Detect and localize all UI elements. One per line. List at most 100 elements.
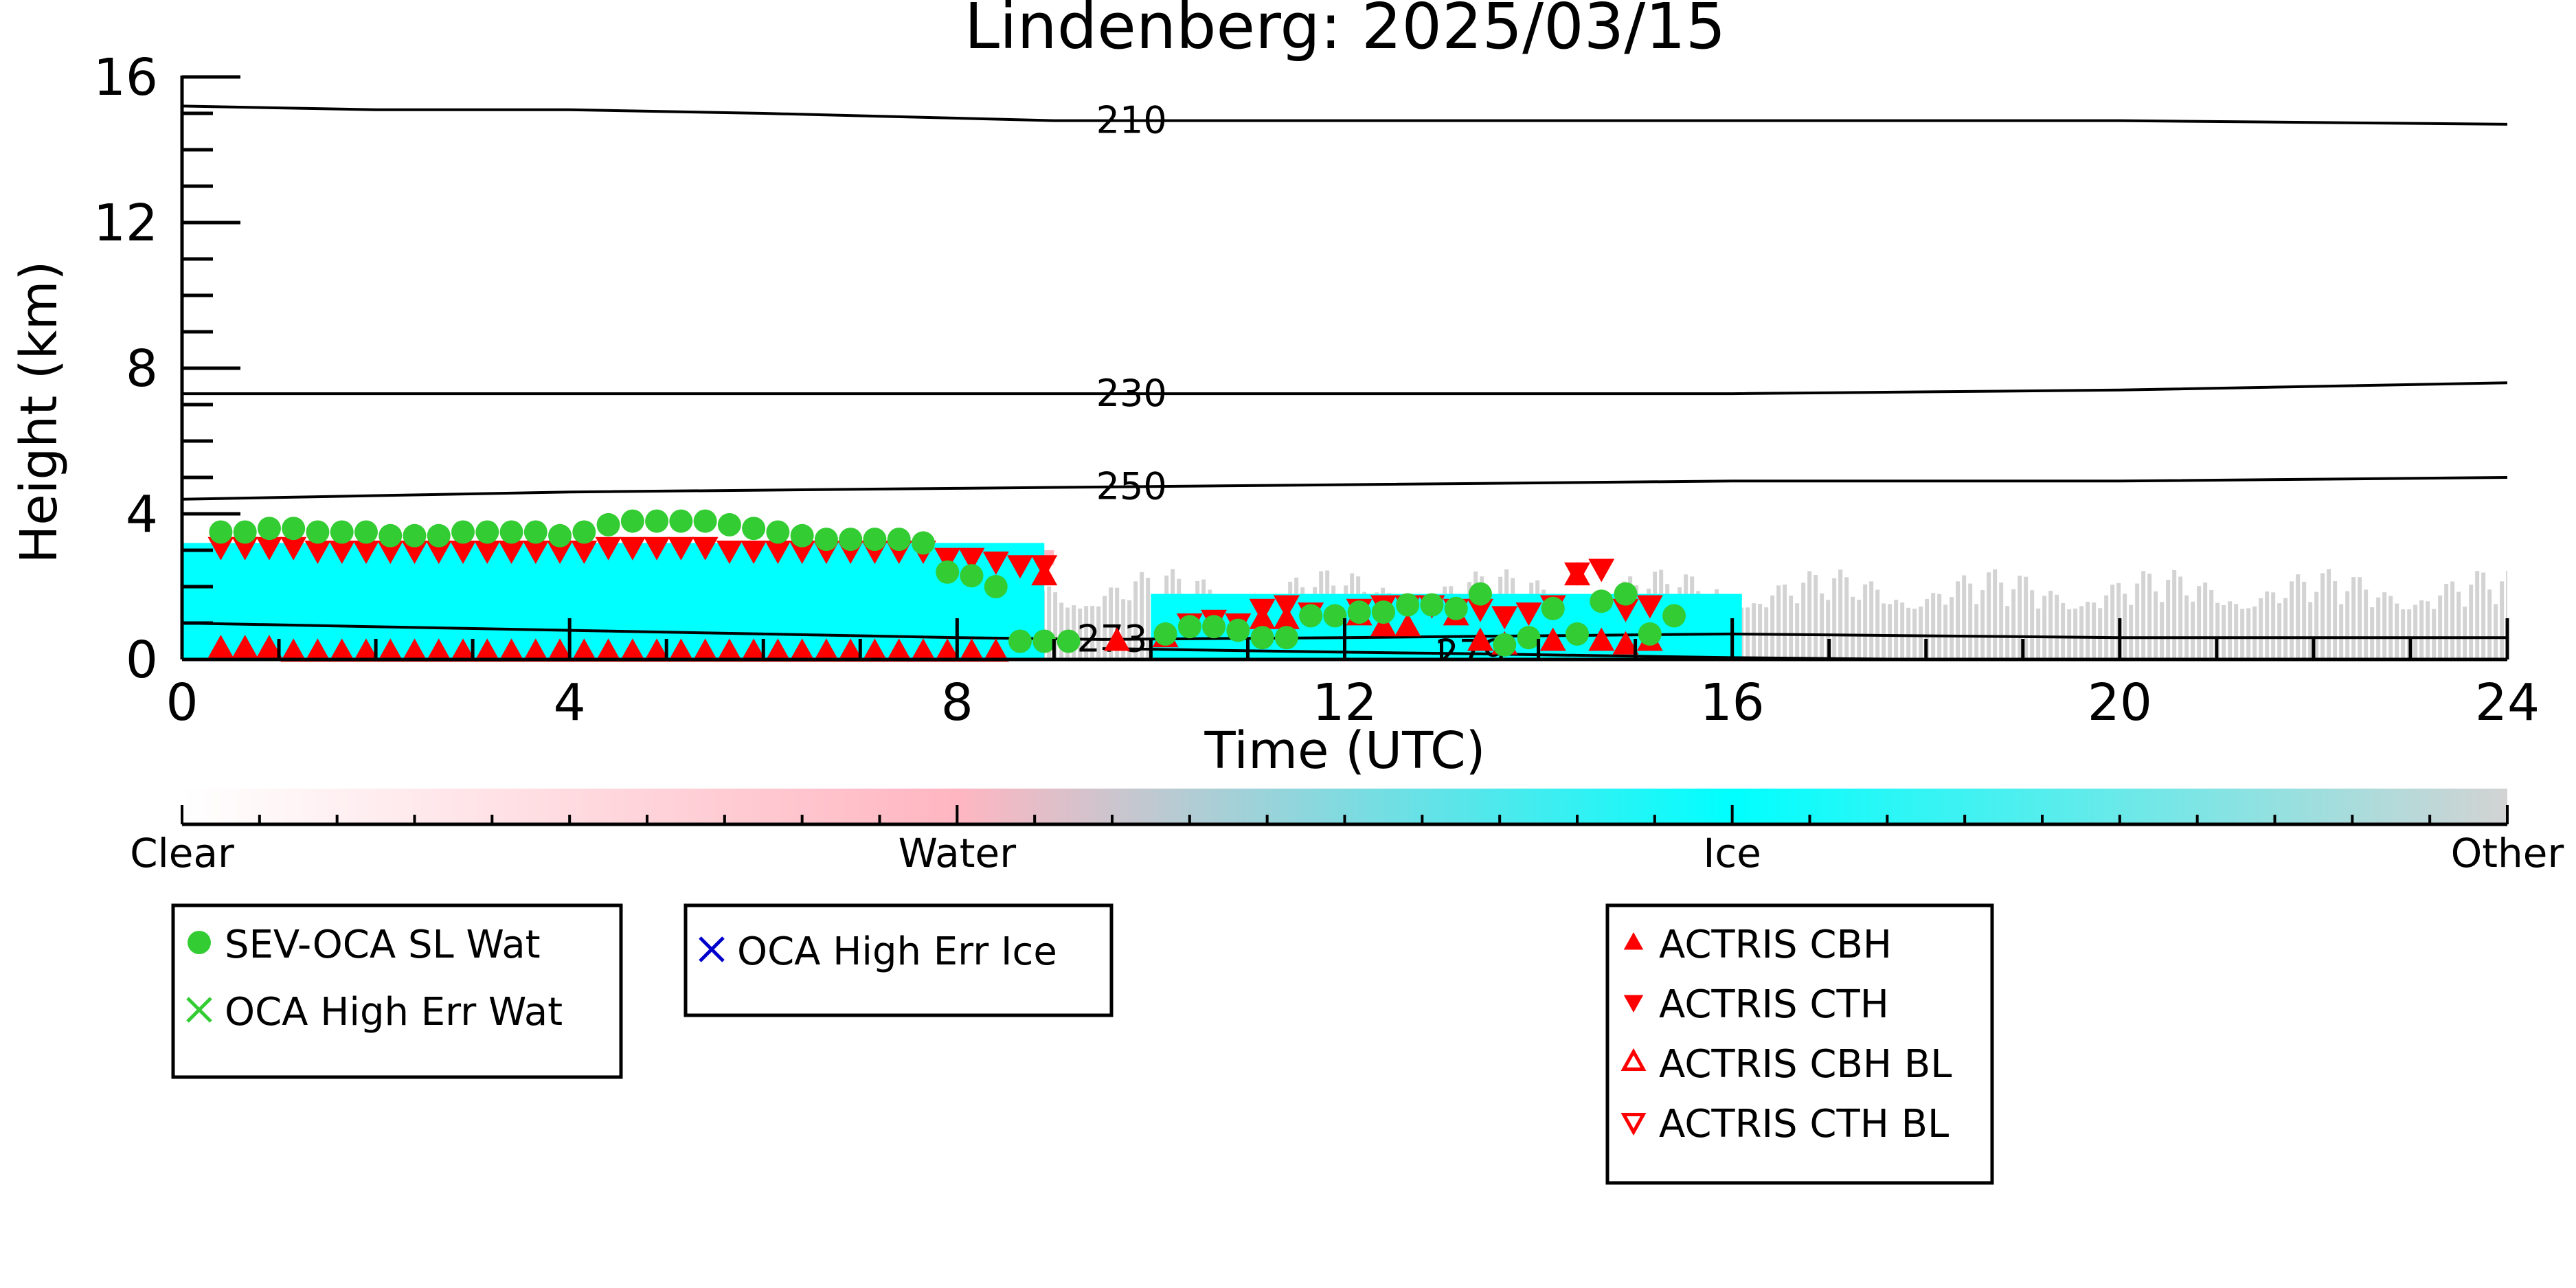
data-point-actris-cbh [692,638,719,662]
classification-other-streak [2314,591,2319,659]
classification-other-streak [2259,598,2263,659]
data-point-sev-oca-sl-wat [548,523,572,547]
data-point-sev-oca-sl-wat [1057,629,1081,653]
data-point-actris-cbh [837,638,864,662]
classification-other-streak [2203,582,2208,659]
data-point-sev-oca-sl-wat [451,520,475,544]
data-point-actris-cth [958,547,985,572]
data-point-actris-cth [668,536,694,561]
classification-other-streak [2110,585,2115,659]
classification-other-streak [2333,580,2338,659]
classification-other-streak [1894,600,1899,659]
data-point-sev-oca-sl-wat [645,509,669,533]
classification-other-streak [1925,598,1930,659]
data-point-actris-cth [1031,555,1058,579]
data-point-actris-cbh [885,638,912,662]
colorbar-label-other: Other [2451,830,2564,877]
classification-other-streak [1956,581,1961,659]
colorbar-label-ice: Ice [1703,830,1761,877]
classification-other-streak [2432,609,2437,659]
classification-other-streak [1078,608,1083,659]
data-point-actris-cth [571,541,598,564]
data-point-sev-oca-sl-wat [1541,596,1565,620]
classification-other-streak [1814,575,1818,659]
y-tick-label: 0 [126,631,158,690]
data-point-sev-oca-sl-wat [572,520,596,544]
data-point-actris-cbh [401,638,428,662]
classification-other-streak [2370,607,2375,659]
legend-label: OCA High Err Ice [737,929,1057,974]
classification-other-streak [2413,605,2418,659]
classification-other-streak [2024,576,2029,659]
data-point-sev-oca-sl-wat [984,575,1008,598]
classification-other-streak [2011,589,2016,659]
classification-other-streak [1906,607,1911,659]
y-tick-label: 12 [93,194,158,253]
data-point-actris-cbh [765,638,791,662]
data-point-sev-oca-sl-wat [257,517,281,541]
legend-box-1: SEV-OCA SL Wat OCA High Err Wat [171,903,623,1079]
x-tick-label: 24 [2475,673,2540,732]
classification-other-streak [1801,583,1806,659]
data-point-actris-cbh [909,638,936,662]
data-point-sev-oca-sl-wat [1274,626,1298,650]
classification-other-streak [2067,609,2072,659]
isotherm-label-230: 230 [1096,372,1167,415]
classification-other-streak [2129,605,2134,659]
data-point-sev-oca-sl-wat [209,520,233,544]
legend-marker [699,936,725,962]
classification-other-streak [1795,603,1800,659]
classification-other-streak [1875,589,1880,659]
data-point-actris-cbh [474,638,501,662]
data-point-sev-oca-sl-wat [1590,589,1614,613]
colorbar-label-clear: Clear [130,830,234,877]
classification-other-streak [1146,578,1151,659]
data-point-sev-oca-sl-wat [475,520,499,544]
data-point-actris-cth [1007,555,1034,579]
y-axis-label: Height (km) [10,261,69,564]
isotherm-label-250: 250 [1096,465,1167,508]
data-point-actris-cbh [1370,613,1397,637]
data-point-sev-oca-sl-wat [1444,596,1468,620]
classification-other-streak [1882,603,1886,659]
x-tick-label: 4 [554,673,586,732]
legend-label: OCA High Err Wat [225,990,563,1035]
classification-other-streak [2481,572,2486,659]
data-point-actris-cth [692,536,719,561]
data-point-sev-oca-sl-wat [596,512,620,536]
classification-other-streak [1084,606,1089,659]
data-point-actris-cth [256,536,282,561]
classification-other-streak [2197,586,2202,659]
data-point-actris-cbh [619,638,646,662]
data-point-actris-cth [1273,595,1300,619]
data-point-actris-cbh [571,638,598,662]
classification-other-streak [2277,603,2282,659]
data-point-actris-cbh [425,638,452,662]
classification-other-streak [1832,578,1837,659]
classification-other-streak [2388,596,2393,659]
data-point-sev-oca-sl-wat [911,531,935,555]
classification-other-streak [2005,606,2010,659]
isotherm-line-210 [182,104,2507,126]
x-tick-label: 16 [1700,673,1765,732]
isotherm-line-250 [182,476,2507,501]
data-point-sev-oca-sl-wat [499,520,523,544]
data-point-sev-oca-sl-wat [1517,626,1541,650]
data-point-actris-cth [716,541,743,564]
data-point-actris-cth [789,541,815,564]
x-tick-label: 12 [1312,673,1377,732]
classification-other-streak [2327,569,2331,659]
data-point-sev-oca-sl-wat [1662,604,1686,628]
data-point-sev-oca-sl-wat [936,560,960,584]
classification-other-streak [2154,591,2158,659]
data-point-sev-oca-sl-wat [1347,600,1371,624]
data-point-sev-oca-sl-wat [1299,604,1323,628]
classification-other-streak [1968,583,1973,659]
data-point-sev-oca-sl-wat [330,520,354,544]
data-point-actris-cth [1467,598,1493,622]
data-point-actris-cbh [789,638,815,662]
data-point-actris-cth [1564,562,1590,586]
classification-other-streak [2345,591,2350,659]
classification-other-streak [1838,569,1843,659]
data-point-actris-cbh [668,638,694,662]
